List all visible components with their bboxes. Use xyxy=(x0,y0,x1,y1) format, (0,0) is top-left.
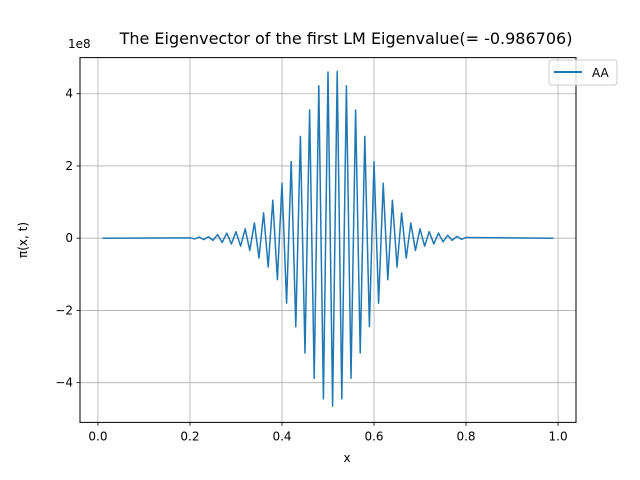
plot-frame xyxy=(79,57,577,423)
x-tick-label-1: 0.2 xyxy=(180,429,199,443)
y-tick-label-4: 4 xyxy=(65,87,73,101)
x-tick-label-3: 0.6 xyxy=(364,429,383,443)
y-tick-label-3: 2 xyxy=(65,159,73,173)
x-tick-label-4: 0.8 xyxy=(456,429,475,443)
y-axis-label: π(x, t) xyxy=(16,222,30,258)
x-tick-label-0: 0.0 xyxy=(88,429,107,443)
grid xyxy=(80,57,576,423)
x-tick-label-2: 0.4 xyxy=(272,429,291,443)
y-tick-label-2: 0 xyxy=(65,231,73,245)
x-axis-label: x xyxy=(343,451,350,465)
legend-label-aa: AA xyxy=(592,66,610,80)
x-axis-ticks: 0.0 0.2 0.4 0.6 0.8 1.0 xyxy=(88,422,568,443)
series-layer xyxy=(102,70,554,407)
y-tick-label-0: −4 xyxy=(55,376,73,390)
y-axis-offset-text: 1e8 xyxy=(68,37,91,51)
series-line-aa xyxy=(102,70,554,407)
x-tick-label-5: 1.0 xyxy=(549,429,568,443)
chart-title: The Eigenvector of the first LM Eigenval… xyxy=(119,29,573,48)
legend: AA xyxy=(548,59,618,86)
legend-box xyxy=(548,59,618,86)
y-tick-label-1: −2 xyxy=(55,303,73,317)
y-axis-ticks: −4 −2 0 2 4 xyxy=(55,87,80,390)
